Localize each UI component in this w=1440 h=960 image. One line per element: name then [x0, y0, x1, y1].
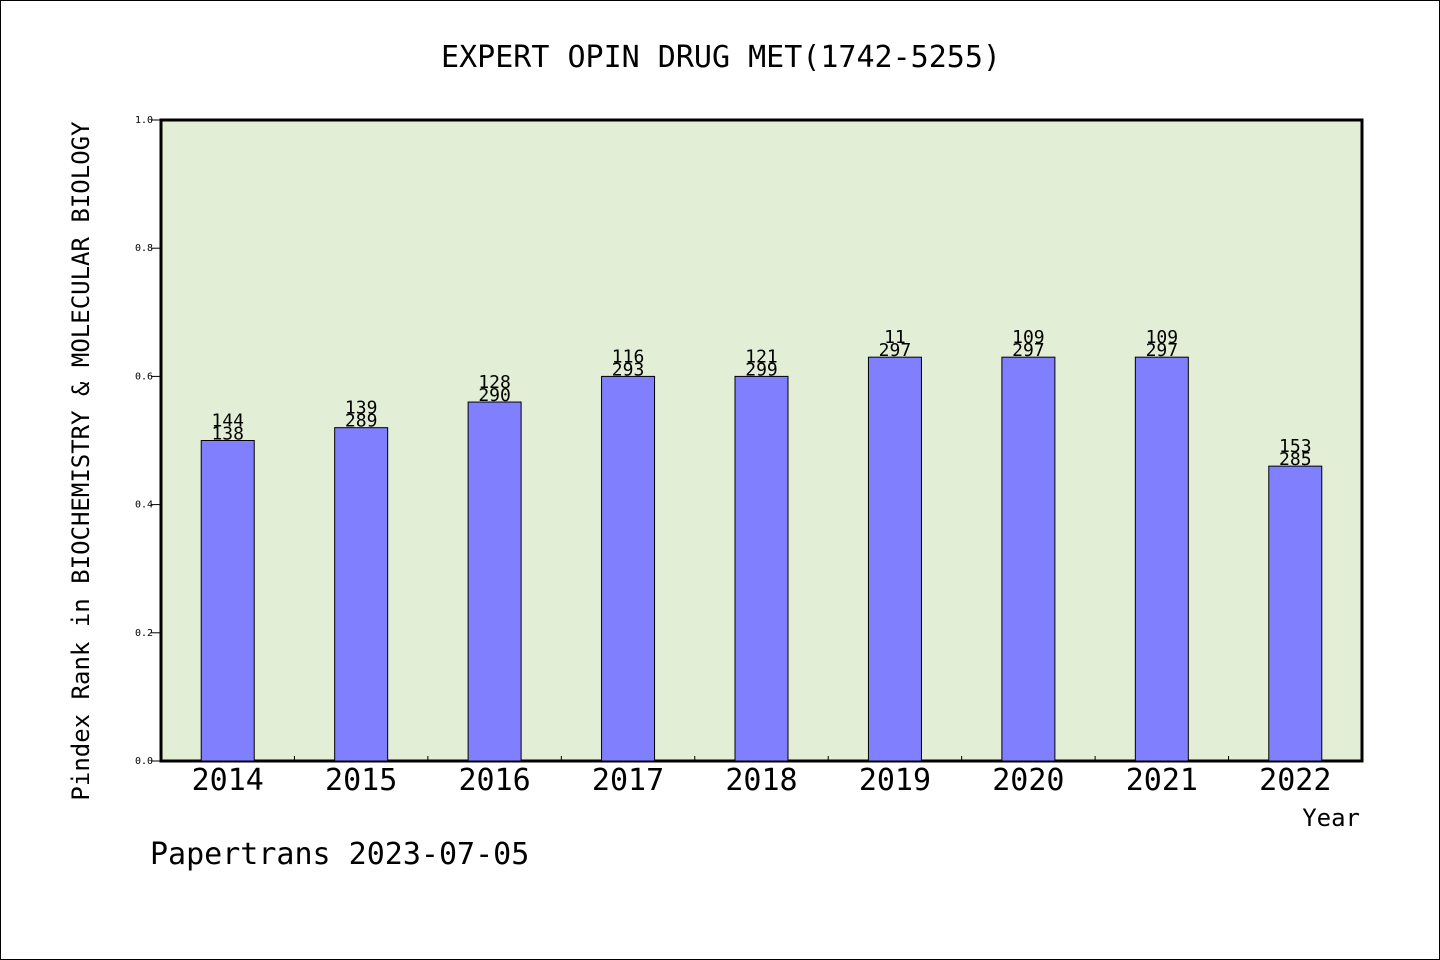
bar-rank-label: 153 [1279, 436, 1312, 457]
bar [1001, 356, 1056, 762]
x-tick-label: 2020 [992, 763, 1064, 798]
chart-title: EXPERT OPIN DRUG MET(1742-5255) [441, 40, 1001, 75]
bar-total-label: 289 [345, 411, 378, 432]
x-tick-label: 2019 [859, 763, 931, 798]
bar-total-label: 290 [478, 385, 511, 406]
x-tick-label: 2015 [325, 763, 397, 798]
bar [601, 375, 656, 762]
bar-rank-label: 128 [478, 372, 511, 393]
x-tick-label: 2017 [592, 763, 664, 798]
bar-rank-label: 144 [211, 411, 244, 432]
bar [200, 440, 255, 762]
y-tick-label: 0.8 [135, 243, 153, 254]
y-tick-label: 0.2 [135, 628, 153, 639]
x-tick-label: 2014 [192, 763, 264, 798]
bar-total-label: 299 [745, 359, 778, 380]
bar [334, 427, 389, 762]
data-labels: 1441381392891282901162931212991129710929… [211, 327, 1311, 470]
bar-rank-label: 109 [1146, 327, 1179, 348]
bar [1134, 356, 1189, 762]
bar-rank-label: 109 [1012, 327, 1045, 348]
bar-rank-label: 11 [884, 327, 906, 348]
x-tick-label: 2018 [725, 763, 797, 798]
bar [734, 375, 789, 762]
bar [1268, 465, 1323, 762]
bar [867, 356, 922, 762]
bar-rank-label: 139 [345, 398, 378, 419]
y-tick-label: 0.0 [135, 756, 153, 767]
y-axis-label: Pindex Rank in BIOCHEMISTRY & MOLECULAR … [67, 121, 95, 801]
bar-total-label: 138 [211, 424, 244, 445]
y-tick-label: 0.6 [135, 371, 153, 382]
x-axis-label: Year [1302, 804, 1360, 832]
bar-total-label: 297 [879, 340, 912, 361]
footer-note: Papertrans 2023-07-05 [150, 837, 529, 872]
y-tick-label: 0.4 [135, 500, 153, 511]
y-tick-label: 1.0 [135, 115, 153, 126]
x-tick-label: 2021 [1126, 763, 1198, 798]
bar [467, 401, 522, 762]
bar-rank-label: 121 [745, 346, 778, 367]
bar-total-label: 297 [1012, 340, 1045, 361]
bar-total-label: 293 [612, 359, 645, 380]
x-tick-label: 2022 [1259, 763, 1331, 798]
bar-rank-label: 116 [612, 346, 645, 367]
x-axis: 2014 2015 2016 2017 2018 2019 2020 2021 2022 [192, 756, 1331, 798]
x-tick-label: 2016 [458, 763, 530, 798]
y-axis: 0.0 0.2 0.4 0.6 0.8 1.0 [135, 115, 161, 767]
bar-total-label: 297 [1146, 340, 1179, 361]
bar-series [200, 356, 1323, 762]
bar-total-label: 285 [1279, 449, 1312, 470]
